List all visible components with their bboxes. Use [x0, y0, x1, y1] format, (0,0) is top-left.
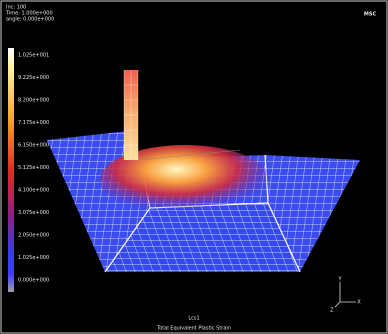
logo: MSC — [364, 12, 377, 18]
legend-label: 6.150e+000 — [18, 143, 49, 149]
quantity-label: Total Equivalent Plastic Strain — [156, 326, 231, 332]
viewport: Inc: 100Time: 1.000e+000angle: 0.000e+00… — [0, 0, 388, 334]
legend-label: 9.225e+000 — [18, 75, 49, 81]
triad-axis-label: X — [357, 300, 361, 306]
legend-label: 0.000e+000 — [18, 278, 49, 284]
legend-label: 1.025e+001 — [18, 53, 49, 59]
legend-colorbar — [8, 48, 14, 292]
legend-label: 4.100e+000 — [18, 188, 49, 194]
legend-label: 2.050e+000 — [18, 233, 49, 239]
legend-label: 5.125e+000 — [18, 165, 49, 171]
page: {"header": {"lines": ["Inc: 100", "Time:… — [0, 0, 388, 334]
legend-label: 8.200e+000 — [18, 98, 49, 104]
legend-label: 7.175e+000 — [18, 120, 49, 126]
triad-axis-label: Z — [330, 308, 334, 314]
legend-label: 3.075e+000 — [18, 210, 49, 216]
case-label: Lcs1 — [188, 316, 199, 322]
legend-label: 1.025e+000 — [18, 255, 49, 261]
header-line: angle: 0.000e+000 — [6, 17, 54, 23]
